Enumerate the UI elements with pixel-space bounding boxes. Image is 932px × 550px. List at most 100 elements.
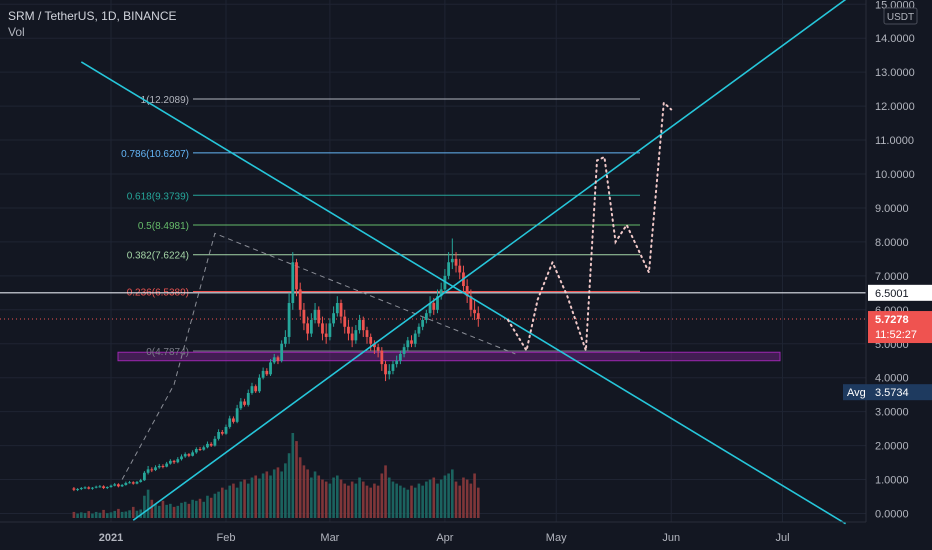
symbol-title[interactable]: SRM / TetherUS, 1D, BINANCE [8,9,177,23]
candle-body [324,333,328,337]
volume-bar [399,485,402,518]
volume-bar [235,487,239,518]
trendline [132,0,847,521]
candle-body [261,370,265,378]
volume-bar [306,469,309,518]
volume-bar [157,505,161,518]
volume-bar [131,506,135,518]
candle-body [250,386,254,393]
candle-body [117,484,120,487]
avg-price-badge [843,384,932,401]
candle-body [354,330,358,341]
volume-bar [117,508,120,518]
trendlines[interactable] [80,0,853,525]
volume-bar [213,493,217,518]
price-axis[interactable]: 0.00001.00002.00003.00004.00005.00006.00… [865,0,932,550]
candle-body [295,262,298,290]
volume-bar [135,510,139,518]
candle-body [413,333,417,344]
candle-body [343,316,347,327]
volume-bar [380,473,384,518]
level-price-value: 6.5001 [875,288,909,300]
price-tick-label: 1.0000 [875,475,909,487]
volume-bar [150,499,154,518]
grid [0,0,866,522]
candle-body [213,438,217,446]
candle-body [146,469,150,473]
dashed-path[interactable] [121,232,516,480]
candle-body [206,443,209,448]
time-tick-label: Jun [662,532,680,544]
volume-bar [284,463,287,518]
volume-bar [347,485,350,518]
candle-body [131,482,135,484]
time-tick-label: Feb [217,532,236,544]
candle-body [424,313,428,320]
volume-bar [206,495,209,518]
candle-body [402,347,406,354]
candle-body [91,487,94,489]
price-tick-label: 14.0000 [875,33,915,45]
exchange-label: BINANCE [123,9,177,23]
candle-body [105,487,109,489]
volume-bar [269,475,272,518]
volume-bar [354,483,358,518]
volume-bar [376,485,380,518]
candle-body [79,488,83,490]
candle-body [283,336,287,344]
volume-bar [365,485,369,518]
volume-bar [109,512,113,518]
candle-body [276,357,280,361]
chart-header: SRM / TetherUS, 1D, BINANCE Vol [8,9,177,39]
candle-body [439,289,443,297]
volume-bar [183,501,187,518]
candle-body [339,303,343,317]
candle-body [395,360,399,365]
volume-bar [261,473,265,518]
volume-indicator-label[interactable]: Vol [8,25,25,39]
volume-bar [361,481,365,518]
volume-bar [421,485,424,518]
candle-body [168,460,172,464]
volume-bar [254,475,257,518]
volume-bar [395,483,398,518]
candle-body [128,482,131,484]
volume-bar [250,477,254,518]
support-zone[interactable] [117,351,781,362]
candle-body [246,392,250,405]
candle-body [243,401,246,405]
time-axis[interactable]: 2021 Feb Mar Apr May Jun Jul [0,521,866,544]
fib-retracement[interactable]: 1(12.2089) 0.786(10.6207) 0.618(9.3739) 0.5… [121,95,640,358]
time-tick-label: May [546,532,567,544]
candle-body [135,481,139,484]
price-tick-label: 2.0000 [875,441,909,453]
volume-bar [295,441,298,518]
candle-body [298,289,302,310]
candle-body [447,262,451,276]
horizontal-level[interactable] [0,292,866,320]
candle-body [436,296,439,310]
volume-bar [391,481,395,518]
volume-bar [232,483,235,518]
candle-body [83,487,87,489]
fib-level-label: 1(12.2089) [141,95,189,106]
candle-body [380,350,384,365]
volume-bar [98,512,102,518]
candle-body [269,362,272,375]
volume-bar [91,513,94,518]
projection-path[interactable] [506,100,673,354]
volume-bar [198,498,202,518]
price-tick-label: 12.0000 [875,101,915,113]
volume-bar [94,511,98,518]
candle-body [76,489,80,491]
volume-bar [350,481,354,518]
volume-bar [143,495,146,518]
volume-bar [413,487,417,518]
volume-bar [417,483,421,518]
volume-bar [402,487,406,518]
volume-bar [246,483,250,518]
candle-body [321,323,324,334]
candle-body [398,353,402,361]
candle-body [369,336,373,344]
